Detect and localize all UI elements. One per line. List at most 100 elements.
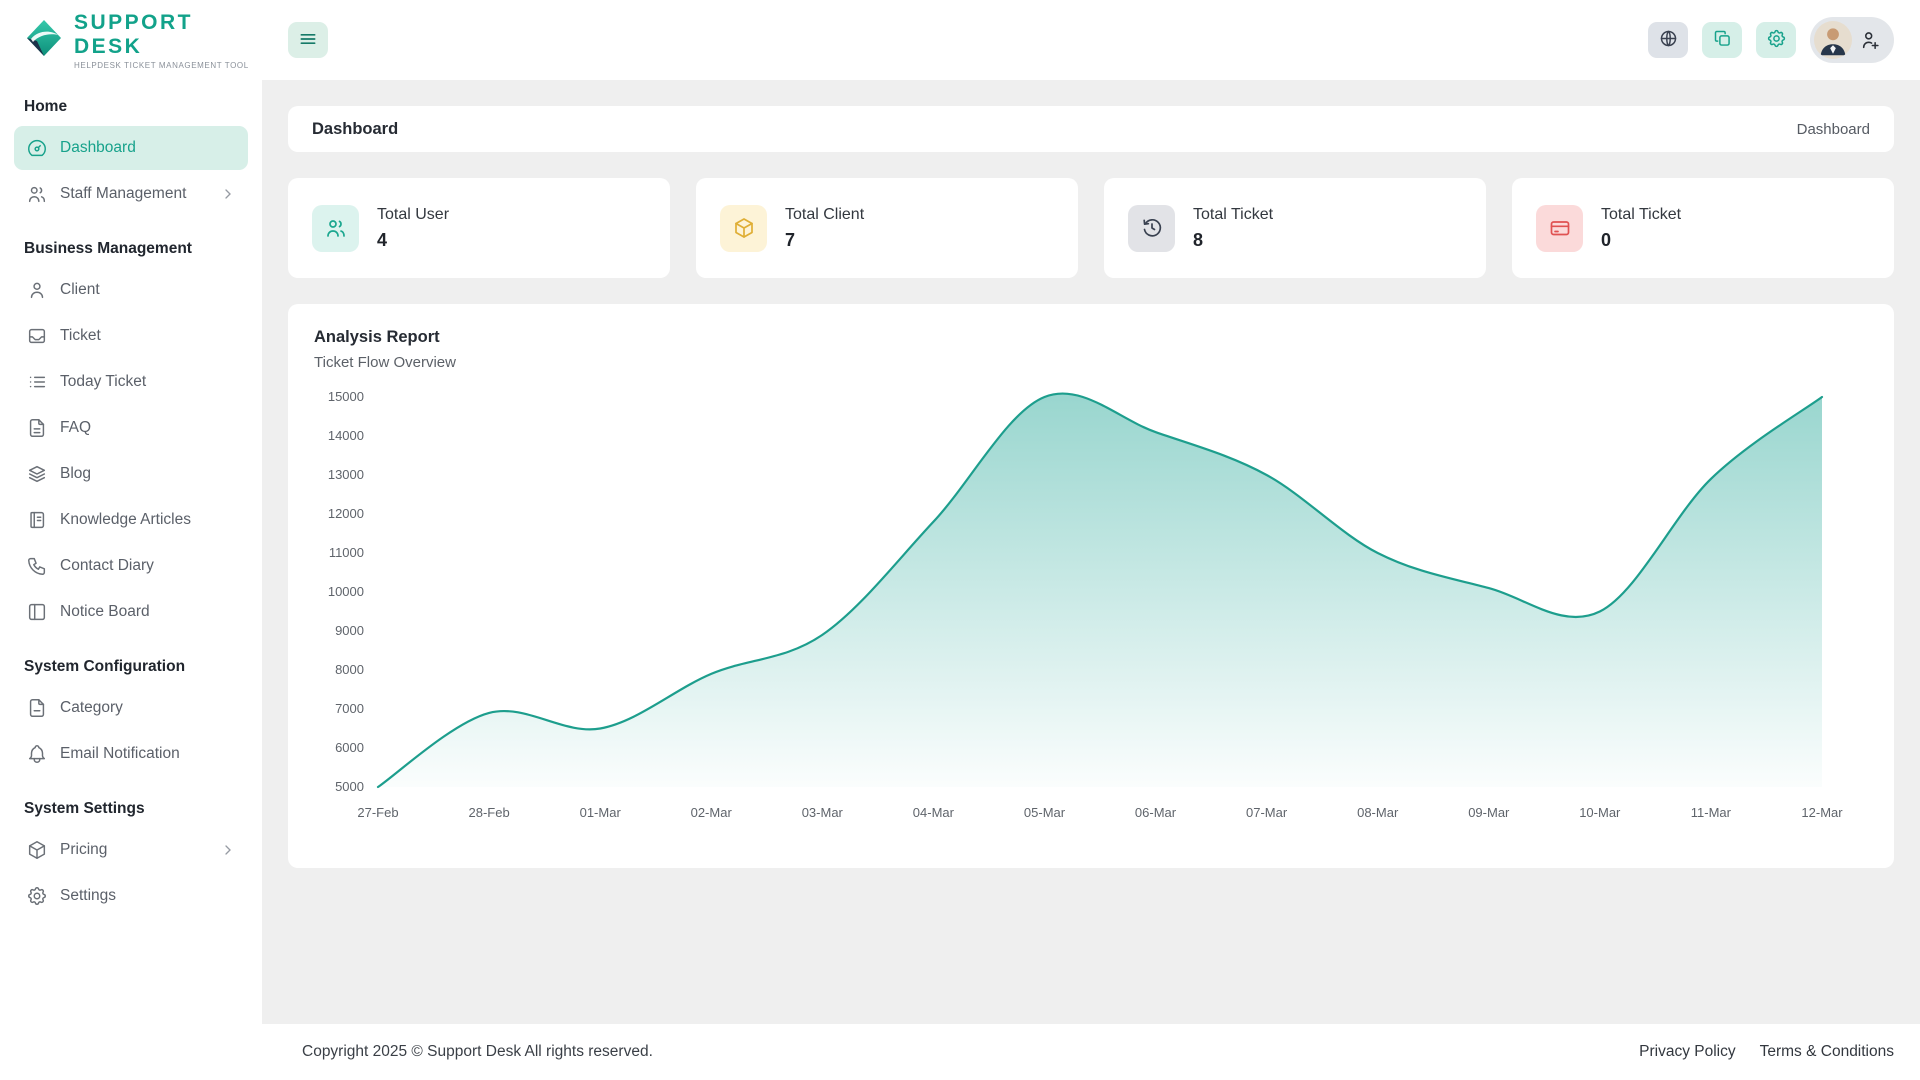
sidebar-item-label: Ticket: [60, 327, 101, 344]
sidebar: Home Dashboard Staff Manageme: [0, 80, 262, 1080]
svg-text:12-Mar: 12-Mar: [1801, 805, 1843, 820]
stats-row: Total User 4 Total Client 7: [288, 178, 1894, 278]
sidebar-item-ticket[interactable]: Ticket: [14, 314, 248, 358]
sidebar-item-label: Settings: [60, 887, 117, 904]
svg-text:12000: 12000: [328, 506, 364, 521]
faq-icon: [26, 417, 48, 439]
user-plus-icon: [1860, 29, 1882, 51]
sidebar-item-label: Knowledge Articles: [60, 511, 191, 528]
stat-label: Total Ticket: [1601, 205, 1682, 223]
stat-card-total-ticket: Total Ticket 8: [1104, 178, 1486, 278]
main-content: Dashboard Dashboard Total User: [262, 80, 1920, 1024]
logo-mark-icon: [24, 18, 64, 63]
stat-value: 0: [1601, 229, 1612, 250]
logo-text: SUPPORT DESK HELPDESK TICKET MANAGEMENT …: [74, 11, 262, 70]
svg-text:27-Feb: 27-Feb: [357, 805, 398, 820]
sidebar-item-label: Notice Board: [60, 603, 150, 620]
footer-links: Privacy Policy Terms & Conditions: [1639, 1043, 1894, 1061]
svg-text:02-Mar: 02-Mar: [691, 805, 733, 820]
logo-title: SUPPORT DESK: [74, 10, 194, 58]
gear-icon: [1766, 28, 1787, 52]
stat-label: Total User: [377, 205, 450, 223]
report-title: Analysis Report: [314, 328, 440, 346]
sidebar-item-label: Pricing: [60, 841, 108, 858]
svg-text:7000: 7000: [335, 701, 364, 716]
copy-icon: [1712, 28, 1733, 52]
svg-text:14000: 14000: [328, 428, 364, 443]
svg-text:5000: 5000: [335, 779, 364, 794]
chevron-right-icon: [220, 842, 236, 858]
sidebar-item-label: Dashboard: [60, 139, 136, 156]
terms-conditions-link[interactable]: Terms & Conditions: [1759, 1043, 1894, 1060]
stat-label: Total Ticket: [1193, 205, 1274, 223]
sidebar-item-notice-board[interactable]: Notice Board: [14, 590, 248, 634]
app-logo[interactable]: SUPPORT DESK HELPDESK TICKET MANAGEMENT …: [0, 11, 262, 70]
svg-text:8000: 8000: [335, 662, 364, 677]
copy-button[interactable]: [1702, 22, 1742, 58]
stat-card-total-user: Total User 4: [288, 178, 670, 278]
privacy-policy-link[interactable]: Privacy Policy: [1639, 1043, 1736, 1060]
stat-value: 4: [377, 229, 388, 250]
svg-text:9000: 9000: [335, 623, 364, 638]
sidebar-item-blog[interactable]: Blog: [14, 452, 248, 496]
dashboard-icon: [26, 137, 48, 159]
copyright-text: Copyright 2025 © Support Desk All rights…: [302, 1043, 653, 1060]
logo-subtitle: HELPDESK TICKET MANAGEMENT TOOL: [74, 60, 249, 70]
ticket-flow-chart: 5000 6000 7000 8000 9000 10000 11000 12000 13000…: [328, 389, 1843, 820]
stat-card-icon: [720, 204, 767, 252]
svg-text:07-Mar: 07-Mar: [1246, 805, 1288, 820]
client-icon: [26, 279, 48, 301]
sidebar-item-email-notification[interactable]: Email Notification: [14, 732, 248, 776]
sidebar-item-label: Today Ticket: [60, 373, 147, 390]
contact-diary-icon: [26, 555, 48, 577]
sidebar-item-label: Staff Management: [60, 185, 187, 202]
svg-text:13000: 13000: [328, 467, 364, 482]
sidebar-item-label: Email Notification: [60, 745, 180, 762]
sidebar-item-label: FAQ: [60, 419, 92, 436]
sidebar-item-label: Category: [60, 699, 123, 716]
profile-menu-button[interactable]: [1810, 17, 1894, 63]
stat-value: 7: [785, 229, 796, 250]
sidebar-item-label: Client: [60, 281, 100, 298]
bell-icon: [26, 743, 48, 765]
sidebar-item-knowledge-articles[interactable]: Knowledge Articles: [14, 498, 248, 542]
stat-card-icon: [1536, 204, 1583, 252]
sidebar-item-category[interactable]: Category: [14, 686, 248, 730]
sidebar-item-dashboard[interactable]: Dashboard: [14, 126, 248, 170]
sidebar-item-label: Contact Diary: [60, 557, 154, 574]
translate-button[interactable]: [1648, 22, 1688, 58]
sidebar-item-today-ticket[interactable]: Today Ticket: [14, 360, 248, 404]
sidebar-item-faq[interactable]: FAQ: [14, 406, 248, 450]
blog-icon: [26, 463, 48, 485]
sidebar-item-settings[interactable]: Settings: [14, 874, 248, 918]
page-title: Dashboard: [312, 119, 399, 138]
stat-value: 8: [1193, 229, 1204, 250]
today-ticket-icon: [26, 371, 48, 393]
sidebar-section-configuration: System Configuration: [24, 658, 186, 675]
svg-text:10000: 10000: [328, 584, 364, 599]
stat-card-icon: [1128, 204, 1175, 252]
ticket-icon: [26, 325, 48, 347]
sidebar-item-staff-management[interactable]: Staff Management: [14, 172, 248, 216]
svg-text:06-Mar: 06-Mar: [1135, 805, 1177, 820]
svg-text:6000: 6000: [335, 740, 364, 755]
footer: Copyright 2025 © Support Desk All rights…: [262, 1024, 1920, 1080]
stat-card-total-client: Total Client 7: [696, 178, 1078, 278]
staff-icon: [26, 183, 48, 205]
notice-board-icon: [26, 601, 48, 623]
stat-label: Total Client: [785, 205, 865, 223]
sidebar-item-client[interactable]: Client: [14, 268, 248, 312]
gear-icon: [26, 885, 48, 907]
pricing-icon: [26, 839, 48, 861]
sidebar-item-contact-diary[interactable]: Contact Diary: [14, 544, 248, 588]
stat-card-icon: [312, 204, 359, 252]
svg-text:11000: 11000: [329, 545, 364, 560]
chevron-right-icon: [220, 186, 236, 202]
svg-text:01-Mar: 01-Mar: [580, 805, 622, 820]
settings-button[interactable]: [1756, 22, 1796, 58]
sidebar-item-pricing[interactable]: Pricing: [14, 828, 248, 872]
breadcrumb: Dashboard Dashboard: [288, 106, 1894, 152]
stat-card-total-ticket-2: Total Ticket 0: [1512, 178, 1894, 278]
sidebar-toggle-button[interactable]: [288, 22, 328, 58]
